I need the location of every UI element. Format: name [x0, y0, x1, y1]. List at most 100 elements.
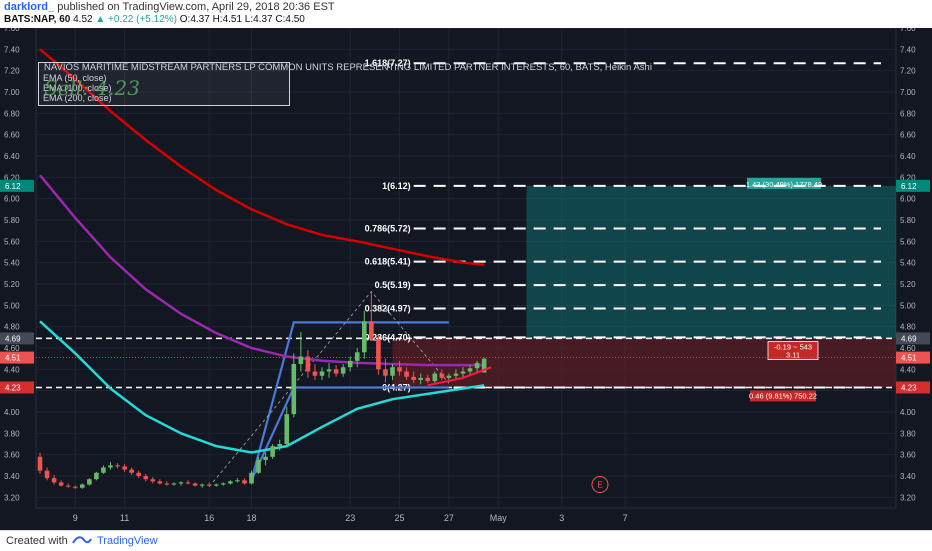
- candle-body: [136, 472, 141, 476]
- x-tick-label: 16: [204, 513, 214, 523]
- x-tick-label: 7: [623, 513, 628, 523]
- candle-body: [129, 469, 134, 473]
- candle-body: [101, 467, 106, 473]
- candle-body: [312, 371, 318, 376]
- candle-body: [213, 484, 219, 486]
- x-tick-label: 18: [246, 513, 256, 523]
- x-tick-label: 11: [120, 513, 129, 523]
- stop-zone: [392, 338, 896, 388]
- candle-body: [481, 358, 487, 373]
- symbol-title: NAVIOS MARITIME MIDSTREAM PARTNERS LP CO…: [44, 62, 652, 73]
- y-tick-label-left: 3.60: [4, 451, 20, 460]
- price-chart[interactable]: 3.20 3.20 3.40 3.40 3.60 3.60 3.80 3.80 4.00 4.00…: [0, 28, 932, 530]
- candle-body: [122, 466, 127, 470]
- event-marker-circle: [591, 476, 609, 494]
- candle-body: [157, 481, 163, 484]
- candle-body: [362, 321, 367, 353]
- event-marker-label: E: [597, 481, 602, 490]
- y-tick-label-right: 3.60: [900, 451, 916, 460]
- y-tick-label-left: 5.20: [4, 280, 20, 289]
- price-tag-left-text: 4.51: [5, 354, 21, 363]
- y-tick-label-left: 5.40: [4, 259, 20, 268]
- candle-body: [228, 481, 233, 484]
- y-tick-label-right: 4.00: [900, 408, 916, 417]
- candle-body: [108, 465, 113, 468]
- created-with-label: Created with: [6, 535, 68, 547]
- candle-body: [277, 444, 282, 447]
- candle-body: [291, 364, 297, 415]
- y-tick-label-left: 4.80: [4, 323, 20, 332]
- indicator-legend: EMA (50, close) EMA (100, close) EMA (20…: [38, 62, 290, 106]
- y-tick-label-right: 7.20: [900, 67, 916, 76]
- candle-body: [199, 484, 205, 486]
- candle-body: [58, 482, 64, 486]
- candle-body: [37, 456, 43, 471]
- candle-body: [439, 373, 445, 378]
- y-tick-label-left: 6.60: [4, 131, 20, 140]
- candle-body: [340, 367, 346, 374]
- candle-body: [80, 484, 85, 488]
- candle-body: [418, 377, 423, 380]
- author-link[interactable]: darklord_: [4, 1, 55, 13]
- y-tick-label-right: 5.80: [900, 216, 916, 225]
- chart-header: darklord_ published on TradingView.com, …: [0, 0, 932, 28]
- entry-label: 0.46 (9.81%) 750.22: [749, 391, 817, 400]
- fib-level-label: 1.618(7.27): [365, 58, 411, 68]
- candle-body: [404, 371, 409, 377]
- y-tick-label-right: 6.80: [900, 109, 916, 118]
- candle-body: [411, 376, 416, 380]
- candle-body: [333, 369, 339, 374]
- last-price: 4.52: [73, 14, 93, 25]
- candle-body: [171, 483, 177, 485]
- candle-body: [376, 339, 381, 370]
- y-tick-label-right: 6.60: [900, 131, 916, 140]
- y-tick-label-left: 7.60: [4, 28, 20, 33]
- ema-series-line: [39, 174, 485, 367]
- stop-label-box: [767, 341, 819, 361]
- fib-level-label: 0.786(5.72): [365, 224, 411, 234]
- y-tick-label-right: 4.60: [900, 344, 916, 353]
- price-tag-left-text: 4.69: [5, 334, 21, 343]
- candle-body: [206, 484, 212, 486]
- target-label: 1.43 (30.49%) 1778.49: [746, 180, 822, 189]
- x-tick-label: May: [490, 513, 508, 523]
- symbol-name: BATS:NAP, 60: [4, 14, 71, 25]
- legend-ema100[interactable]: EMA (100, close): [43, 83, 112, 93]
- fib-level-label: 1(6.12): [382, 181, 411, 191]
- candle-body: [242, 480, 247, 484]
- candle-body: [263, 456, 268, 460]
- candle-body: [270, 446, 275, 457]
- candle-body: [298, 356, 304, 364]
- legend-ema200[interactable]: EMA (200, close): [43, 93, 112, 103]
- footer: Created with TradingView: [0, 530, 932, 551]
- tradingview-brand[interactable]: TradingView: [97, 535, 158, 547]
- fib-level-label: 0.618(5.41): [365, 257, 411, 267]
- candle-body: [467, 368, 473, 372]
- y-tick-label-left: 3.40: [4, 472, 20, 481]
- y-tick-label-left: 5.00: [4, 301, 20, 310]
- y-tick-label-left: 6.00: [4, 195, 20, 204]
- legend-ema50[interactable]: EMA (50, close): [43, 73, 107, 83]
- y-tick-label-right: 5.00: [900, 301, 916, 310]
- candle-body: [319, 371, 325, 376]
- price-tag-right: [896, 332, 930, 345]
- candle-body: [425, 377, 431, 382]
- candle-body: [284, 414, 290, 444]
- x-tick-label: 27: [444, 513, 454, 523]
- candle-body: [249, 472, 254, 484]
- red-trend-line: [427, 366, 492, 387]
- chart-area[interactable]: 3.20 3.20 3.40 3.40 3.60 3.60 3.80 3.80 4.00 4.00…: [0, 28, 932, 530]
- y-tick-label-right: 7.60: [900, 28, 916, 33]
- candle-body: [235, 480, 240, 482]
- publish-info: darklord_ published on TradingView.com, …: [4, 1, 335, 13]
- candle-body: [44, 470, 50, 479]
- candle-body: [432, 373, 438, 382]
- candle-body: [326, 369, 332, 372]
- price-tag-right: [896, 351, 930, 364]
- candle-body: [185, 482, 191, 484]
- fib-level-label: 0.5(5.19): [375, 280, 411, 290]
- candle-body: [397, 367, 402, 372]
- candle-body: [390, 367, 395, 376]
- price-change: ▲ +0.22 (+5.12%): [95, 14, 177, 25]
- candle-body: [460, 371, 466, 374]
